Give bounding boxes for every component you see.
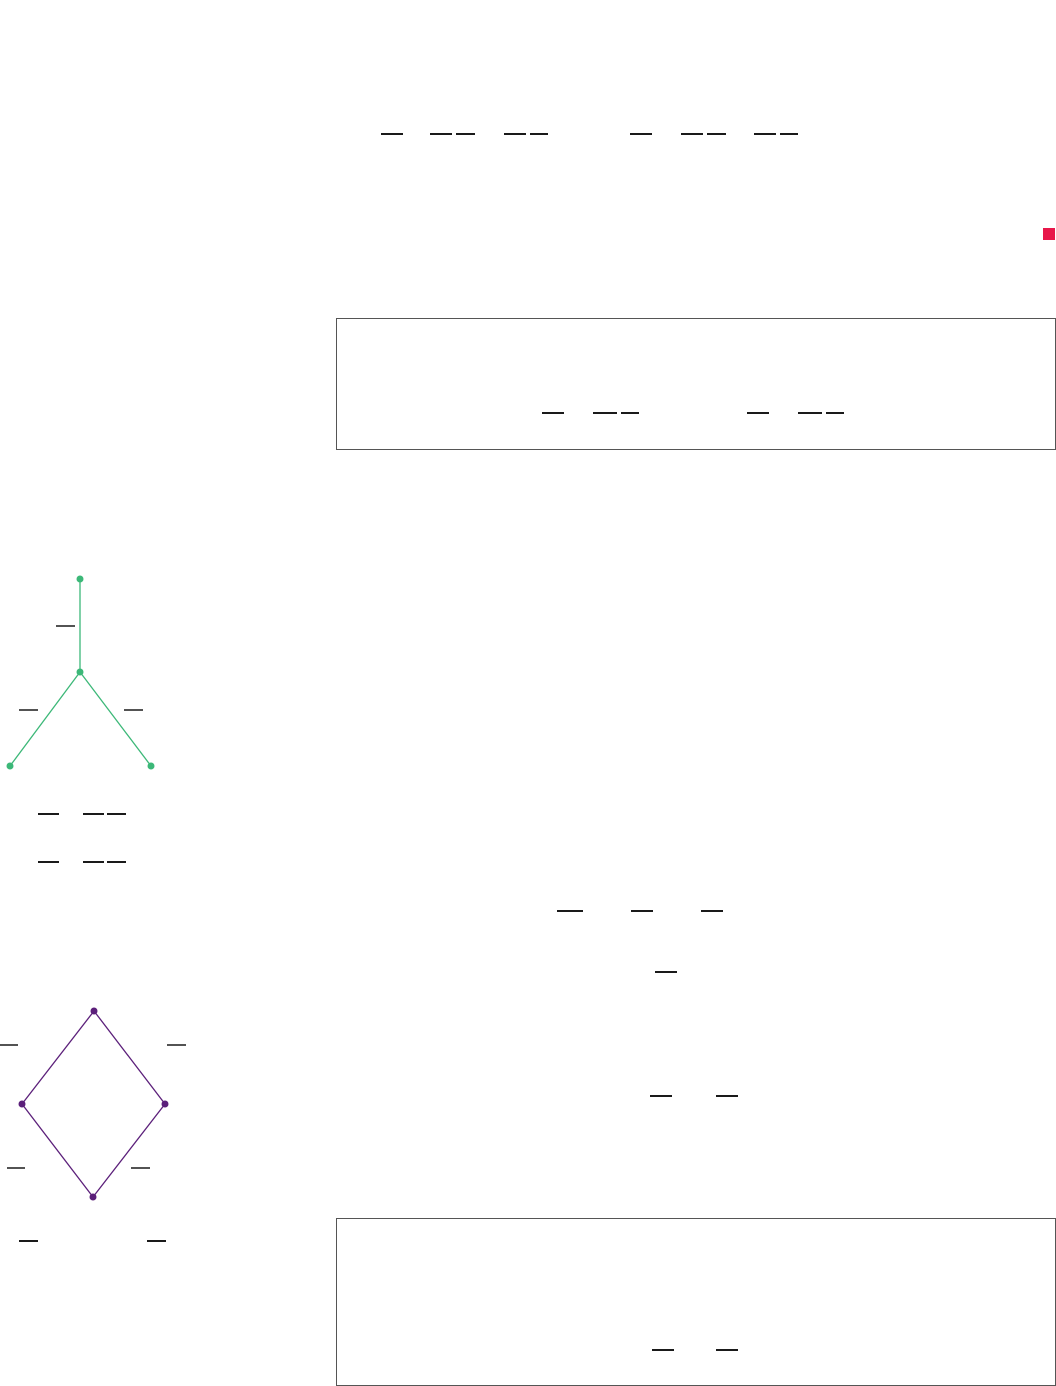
fraction-bar — [83, 861, 104, 863]
fraction-bar — [780, 133, 798, 135]
fraction-bar — [652, 1349, 674, 1351]
diamond-edge — [21, 1010, 95, 1105]
theorem-frame-1 — [336, 318, 1056, 450]
fraction-bar — [701, 910, 723, 912]
tree-edge — [79, 671, 152, 767]
fraction-bar — [631, 910, 653, 912]
diamond-node — [18, 1100, 26, 1108]
fraction-bar — [798, 412, 822, 414]
fraction-bar — [38, 813, 59, 815]
fraction-bar — [747, 412, 769, 414]
tree-node — [147, 762, 155, 770]
tree-node — [76, 668, 84, 676]
fraction-bar — [542, 412, 564, 414]
fraction-bar — [826, 412, 844, 414]
diamond-node — [161, 1100, 169, 1108]
fraction-bar — [107, 861, 126, 863]
fraction-bar — [655, 971, 677, 973]
fraction-bar — [381, 133, 403, 135]
fraction-bar — [107, 813, 126, 815]
fraction-bar — [504, 133, 526, 135]
fraction-bar — [621, 412, 639, 414]
fraction-bar — [630, 133, 652, 135]
diamond-edge — [92, 1103, 166, 1198]
fraction-bar — [681, 133, 703, 135]
fraction-bar — [716, 1349, 738, 1351]
diamond-node — [89, 1193, 97, 1201]
fraction-bar — [754, 133, 776, 135]
fraction-bar — [557, 910, 583, 912]
fraction-bar — [430, 133, 452, 135]
fraction-bar — [38, 861, 59, 863]
fraction-bar — [83, 813, 104, 815]
fraction-bar — [19, 1240, 38, 1242]
diamond-edge — [21, 1103, 94, 1198]
tree-node — [76, 575, 84, 583]
tree-graph-figure — [6, 575, 155, 770]
fraction-bar — [593, 412, 617, 414]
fraction-bar — [716, 1095, 738, 1097]
diamond-edge — [93, 1010, 166, 1105]
fraction-bar — [707, 133, 726, 135]
fraction-bar — [456, 133, 475, 135]
end-of-proof-square — [1043, 228, 1055, 240]
fraction-bar — [530, 133, 548, 135]
diamond-node — [90, 1007, 98, 1015]
fraction-bar — [147, 1240, 166, 1242]
theorem-frame-2 — [336, 1218, 1056, 1386]
fraction-bar — [650, 1095, 672, 1097]
tree-edge — [9, 671, 81, 767]
diamond-graph-figure — [0, 1007, 186, 1201]
tree-node — [6, 762, 14, 770]
